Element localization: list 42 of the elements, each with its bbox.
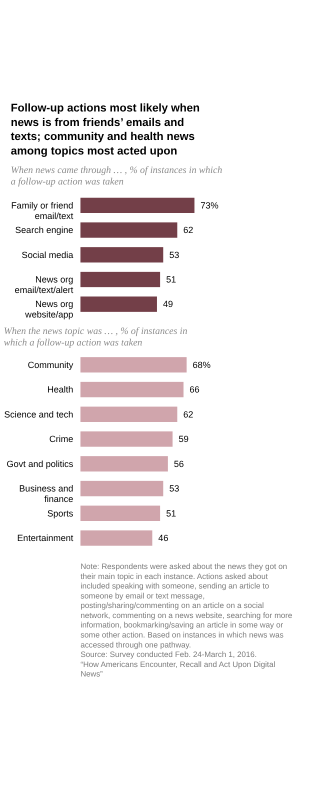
data-label: 62 [183, 225, 194, 236]
bar [80, 530, 152, 546]
data-label: 53 [169, 484, 180, 494]
y-tick-label: Business and finance [19, 484, 74, 504]
y-tick-label: News org email/text/alert [14, 274, 74, 296]
chart-title: Follow-up actions most likely when news is from friends’ emails and texts; community and health news among topics most acted upon [10, 102, 200, 158]
bar [80, 431, 173, 447]
bar [80, 506, 160, 521]
bar [80, 357, 187, 372]
y-tick-label: Community [28, 360, 74, 370]
y-tick-label: Science and tech [4, 409, 74, 420]
data-label: 53 [169, 250, 180, 260]
data-label: 62 [183, 409, 194, 420]
bar [80, 456, 168, 472]
data-label: 56 [174, 458, 184, 469]
y-tick-label: Social media [22, 250, 74, 260]
data-label: 59 [178, 434, 189, 444]
bar [80, 382, 184, 398]
y-tick-label: Govt and politics [6, 458, 74, 469]
data-label: 66 [190, 384, 200, 395]
y-tick-label: Family or friend email/text [11, 200, 74, 221]
data-label: 51 [166, 508, 176, 518]
data-label: 51 [166, 274, 176, 285]
y-tick-label: Search engine [15, 225, 74, 236]
y-tick-label: Health [47, 384, 74, 395]
bar [80, 198, 194, 214]
data-label: 68% [192, 360, 211, 370]
bar [80, 480, 164, 496]
y-tick-label: Entertainment [17, 533, 74, 544]
data-label: 73% [200, 200, 219, 210]
data-label: 46 [158, 533, 168, 544]
bar [80, 272, 160, 288]
bar [80, 406, 178, 422]
bar [80, 222, 178, 238]
y-tick-label: Crime [49, 434, 74, 444]
bar [80, 247, 164, 262]
chart-subtitle: When the news topic was … , % of instances in which a follow-up action was taken [4, 326, 188, 348]
y-tick-label: Sports [47, 508, 74, 518]
bar [80, 296, 157, 312]
chart-subtitle: When news came through … , % of instances in which a follow-up action was taken [10, 165, 222, 188]
data-label: 49 [162, 299, 174, 310]
y-tick-label: News org website/app [24, 299, 74, 320]
